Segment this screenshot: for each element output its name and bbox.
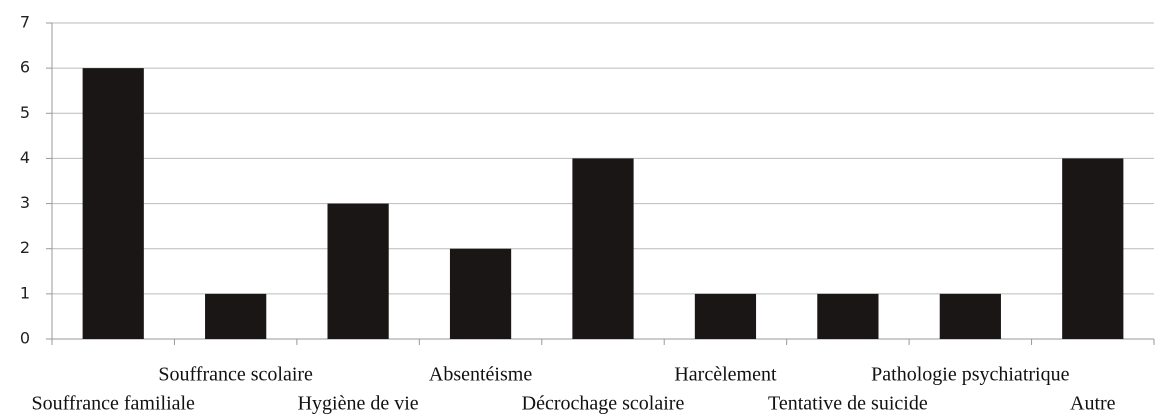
bar (205, 293, 267, 339)
bar (817, 293, 879, 339)
x-tick-label: Hygiène de vie (298, 393, 419, 415)
bar (327, 203, 389, 339)
x-tick-label: Absentéisme (429, 364, 532, 386)
x-tick-label: Pathologie psychiatrique (871, 364, 1069, 386)
y-tick-label: 4 (20, 148, 30, 167)
x-tick-label: Décrochage scolaire (522, 393, 685, 415)
bar (449, 248, 512, 339)
y-tick-label: 6 (20, 58, 30, 77)
bar (939, 293, 1001, 339)
bar (694, 293, 757, 339)
x-tick-label: Autre (1070, 393, 1116, 415)
y-tick-label: 1 (20, 283, 30, 302)
bar (82, 68, 144, 340)
x-tick-label: Souffrance familiale (31, 393, 195, 415)
bar (572, 158, 634, 339)
y-tick-label: 5 (20, 103, 30, 122)
x-tick-label: Tentative de suicide (768, 393, 928, 415)
x-tick-label: Harcèlement (674, 364, 777, 386)
y-tick-label: 0 (20, 329, 30, 348)
x-tick-label: Souffrance scolaire (158, 364, 313, 386)
bar (1062, 158, 1124, 339)
y-tick-label: 2 (20, 238, 30, 257)
y-tick-label: 7 (20, 13, 30, 32)
y-tick-label: 3 (20, 193, 30, 212)
